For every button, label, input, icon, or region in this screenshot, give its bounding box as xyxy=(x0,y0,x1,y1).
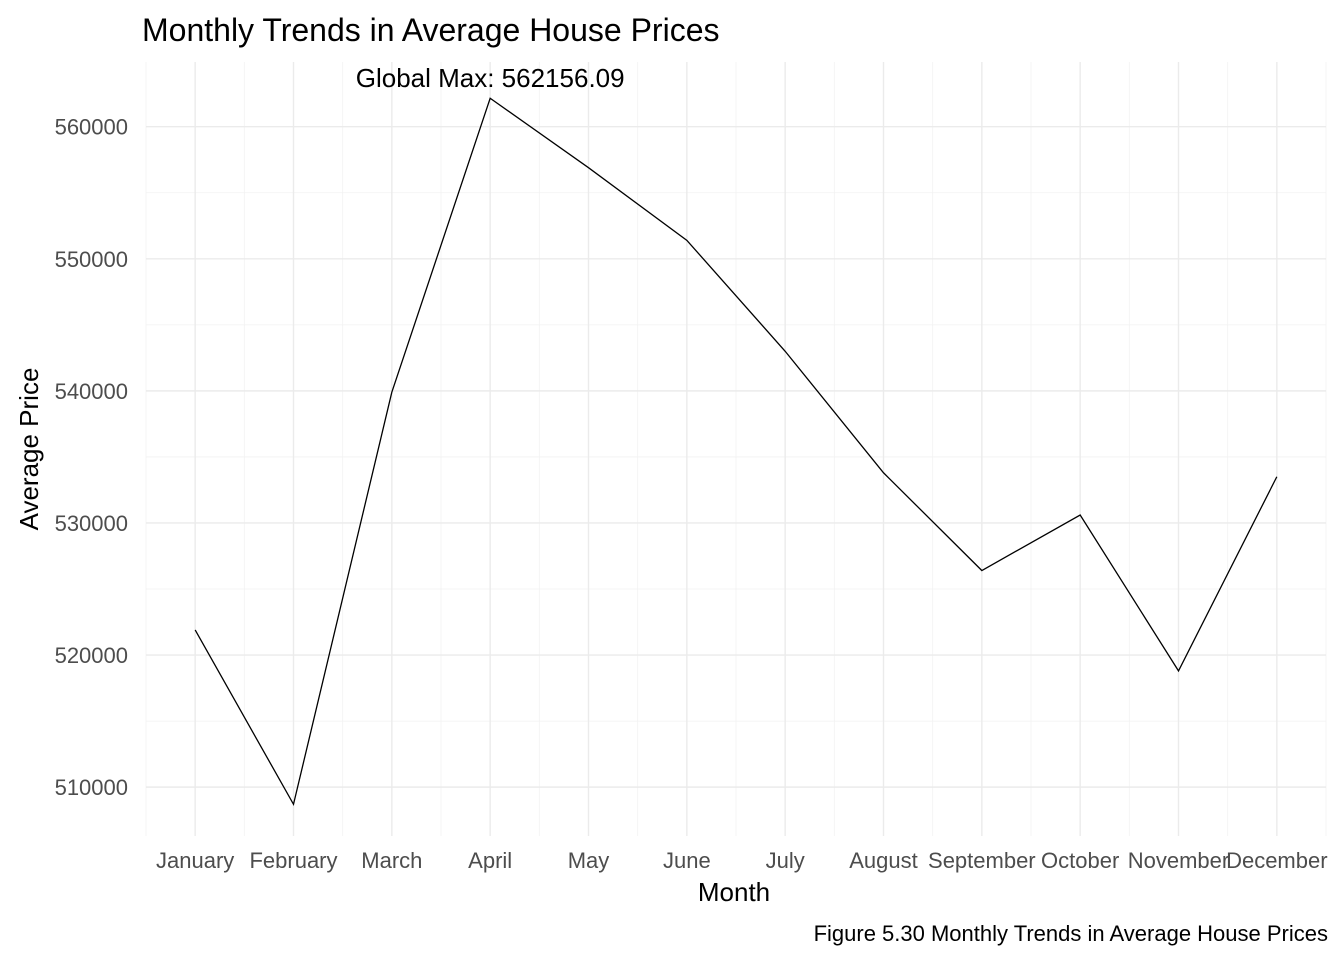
y-tick-label: 540000 xyxy=(55,379,128,404)
series-line xyxy=(194,97,1278,807)
y-tick-label: 560000 xyxy=(55,115,128,140)
x-tick-label: June xyxy=(663,848,711,873)
y-tick-label: 520000 xyxy=(55,643,128,668)
series-layer xyxy=(194,97,1278,807)
y-tick-label: 530000 xyxy=(55,511,128,536)
x-tick-label: October xyxy=(1041,848,1119,873)
x-axis-title: Month xyxy=(698,877,770,907)
y-tick-label: 550000 xyxy=(55,247,128,272)
x-tick-label: November xyxy=(1128,848,1229,873)
y-axis-title: Average Price xyxy=(14,368,44,531)
x-tick-label: February xyxy=(249,848,337,873)
x-tick-label: December xyxy=(1226,848,1327,873)
x-tick-labels: January February March April May June July Augu… xyxy=(156,848,1328,873)
x-tick-label: March xyxy=(361,848,422,873)
chart-title: Monthly Trends in Average House Prices xyxy=(142,12,719,48)
figure-caption: Figure 5.30 Monthly Trends in Average Ho… xyxy=(814,921,1328,946)
y-tick-labels: 510000 520000 530000 540000 550000 560000 xyxy=(55,115,128,800)
x-tick-label: August xyxy=(849,848,918,873)
x-tick-label: September xyxy=(928,848,1036,873)
y-tick-label: 510000 xyxy=(55,775,128,800)
grid-lines xyxy=(145,62,1327,836)
x-tick-label: January xyxy=(156,848,234,873)
x-tick-label: May xyxy=(568,848,610,873)
x-tick-label: April xyxy=(468,848,512,873)
x-tick-label: July xyxy=(766,848,805,873)
global-max-annotation: Global Max: 562156.09 xyxy=(356,63,625,93)
